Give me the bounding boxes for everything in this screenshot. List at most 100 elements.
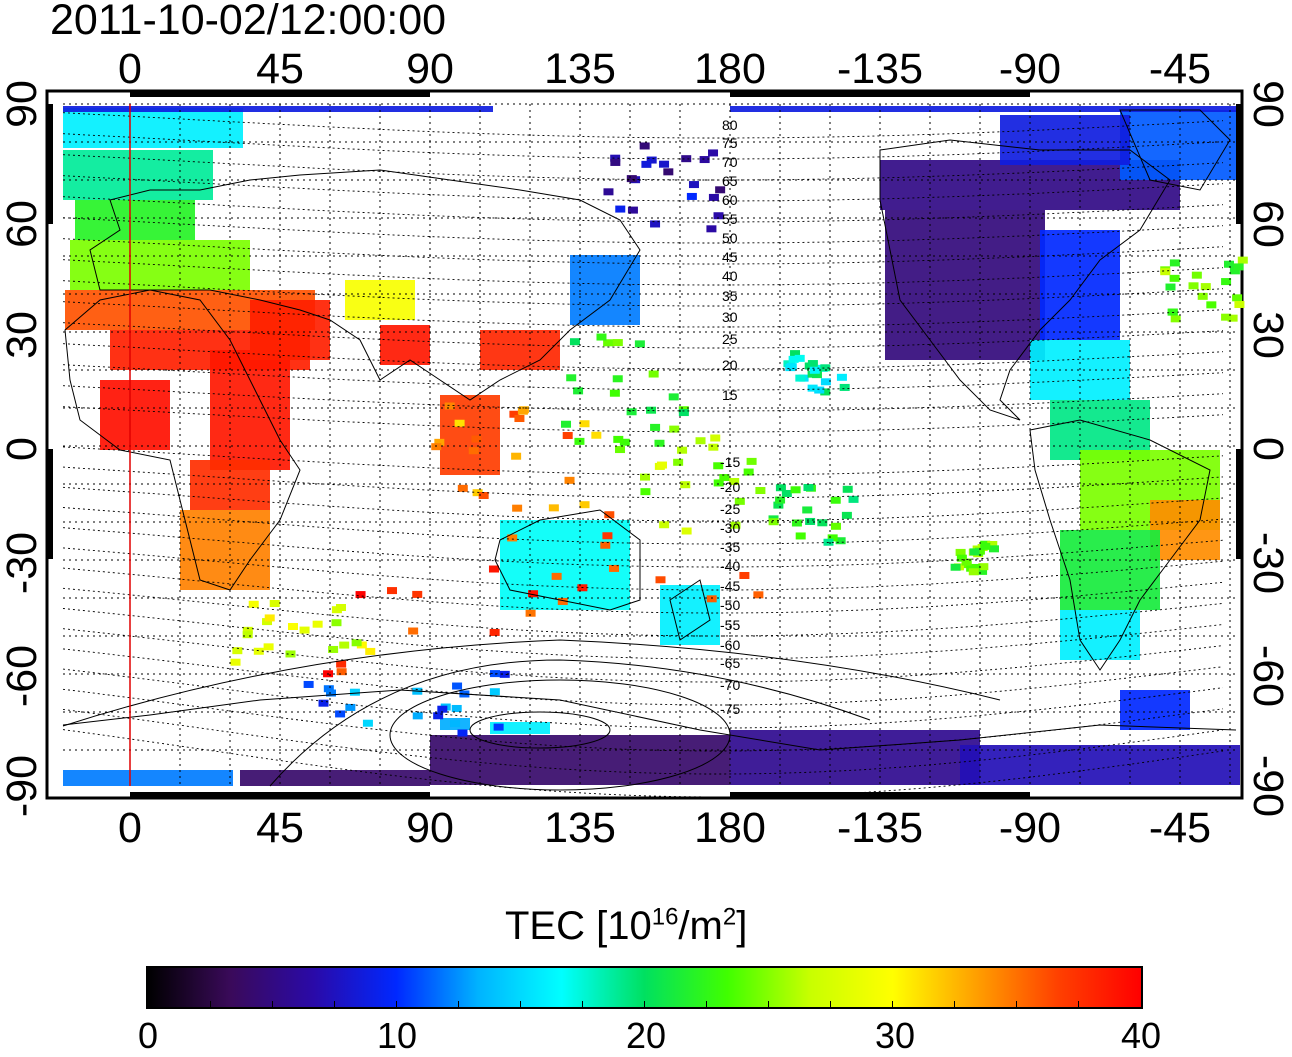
pole-contour — [269, 659, 871, 787]
tec-cell — [677, 446, 688, 454]
tec-cell — [1169, 274, 1180, 282]
tec-cell — [641, 160, 652, 168]
coastline — [669, 579, 711, 641]
tec-cell — [1223, 260, 1234, 268]
tec-cell — [478, 491, 489, 499]
y-tick-left: 0 — [0, 437, 46, 461]
y-tick-left: -90 — [0, 755, 46, 817]
tec-cell — [335, 710, 346, 718]
tec-cell — [820, 378, 831, 386]
tec-cell — [839, 383, 850, 391]
magnetic-contour — [62, 217, 1224, 244]
tec-cell — [1221, 278, 1232, 286]
tec-cell — [802, 506, 813, 514]
colorbar-title-unit: /m — [678, 904, 723, 948]
colorbar-tick: 20 — [625, 1015, 667, 1056]
map-title: 2011-10-02/12:00:00 — [50, 0, 447, 44]
tec-cell — [566, 374, 577, 382]
magnetic-contour — [62, 112, 1224, 139]
contour-label: 65 — [722, 173, 738, 189]
tec-cell — [807, 370, 818, 378]
tec-cell — [452, 682, 463, 690]
colorbar-title-exp: 16 — [651, 903, 679, 931]
tec-region — [380, 325, 430, 365]
tec-cell — [1169, 259, 1180, 267]
tec-cell — [814, 386, 825, 394]
tec-cell — [339, 641, 350, 649]
tec-cell — [323, 685, 334, 693]
colorbar-tick: 10 — [376, 1015, 418, 1056]
tec-cell — [656, 461, 667, 469]
tec-cell — [955, 548, 966, 556]
tec-region — [1120, 110, 1240, 180]
contour-label: -40 — [720, 558, 740, 574]
tec-cell — [287, 623, 298, 631]
tec-cell — [468, 447, 479, 455]
y-tick-left: -60 — [0, 645, 46, 707]
tec-cell — [507, 534, 518, 542]
tec-cell — [351, 639, 362, 647]
tec-cell — [602, 532, 613, 540]
colorbar-tick-mark — [706, 1001, 707, 1007]
tec-cell — [349, 688, 360, 696]
tec-cell — [795, 532, 806, 540]
magnetic-contour — [62, 259, 1224, 286]
magnetic-contour — [62, 301, 1224, 328]
tec-cell — [512, 504, 523, 512]
tec-cell — [807, 360, 818, 368]
tec-cell — [303, 680, 314, 688]
tec-cell — [634, 340, 645, 348]
tec-cell — [610, 154, 621, 162]
tec-cell — [791, 519, 802, 527]
colorbar-tick: 40 — [1120, 1015, 1162, 1056]
tec-cell — [365, 647, 376, 655]
tec-cell — [663, 168, 674, 176]
magnetic-contour — [62, 196, 1224, 223]
colorbar-tick: 0 — [137, 1015, 159, 1056]
tec-cell — [431, 443, 442, 451]
magnetic-contour — [62, 133, 1224, 160]
tec-cell — [615, 205, 626, 213]
right-edge-bar — [1236, 449, 1242, 559]
tec-cell — [713, 462, 724, 470]
tec-cell — [603, 339, 614, 347]
tec-cell — [457, 484, 468, 492]
y-tick-right: 60 — [1244, 200, 1292, 248]
contour-label: 35 — [722, 288, 738, 304]
tec-cell — [775, 484, 786, 492]
colorbar-title-exp2: 2 — [722, 903, 737, 931]
tec-cell — [1232, 294, 1243, 302]
tec-cell — [328, 645, 339, 653]
tec-cell — [966, 564, 977, 572]
tec-region — [730, 106, 1240, 112]
tec-cell — [715, 186, 726, 194]
colorbar-tick-mark — [210, 1001, 211, 1007]
x-tick-top: 135 — [544, 45, 616, 93]
colorbar-tick-mark — [954, 1001, 955, 1007]
contour-label: 30 — [722, 309, 738, 325]
x-tick-bottom: -45 — [1149, 804, 1211, 852]
tec-cell — [1170, 315, 1181, 323]
tec-cell — [242, 626, 253, 634]
tec-cell — [345, 703, 356, 711]
tec-cell — [680, 481, 691, 489]
colorbar-tick-mark — [334, 1001, 335, 1007]
tec-cell — [450, 720, 461, 728]
tec-cell — [980, 542, 991, 550]
coastline — [64, 289, 301, 591]
colorbar-tick: 30 — [874, 1015, 916, 1056]
tec-cell — [387, 587, 398, 595]
contour-label: -25 — [720, 501, 740, 517]
tec-cell — [827, 534, 838, 542]
tec-cell — [579, 501, 590, 509]
tec-cell — [609, 564, 620, 572]
tec-cell — [686, 192, 697, 200]
tec-cell — [830, 496, 841, 504]
tec-cell — [706, 595, 717, 603]
tec-cell — [489, 670, 500, 678]
tec-region — [75, 200, 195, 240]
tec-cell — [335, 604, 346, 612]
magnetic-contour — [62, 648, 1224, 706]
colorbar-tick-mark — [520, 1001, 521, 1007]
contour-label: 15 — [722, 387, 738, 403]
